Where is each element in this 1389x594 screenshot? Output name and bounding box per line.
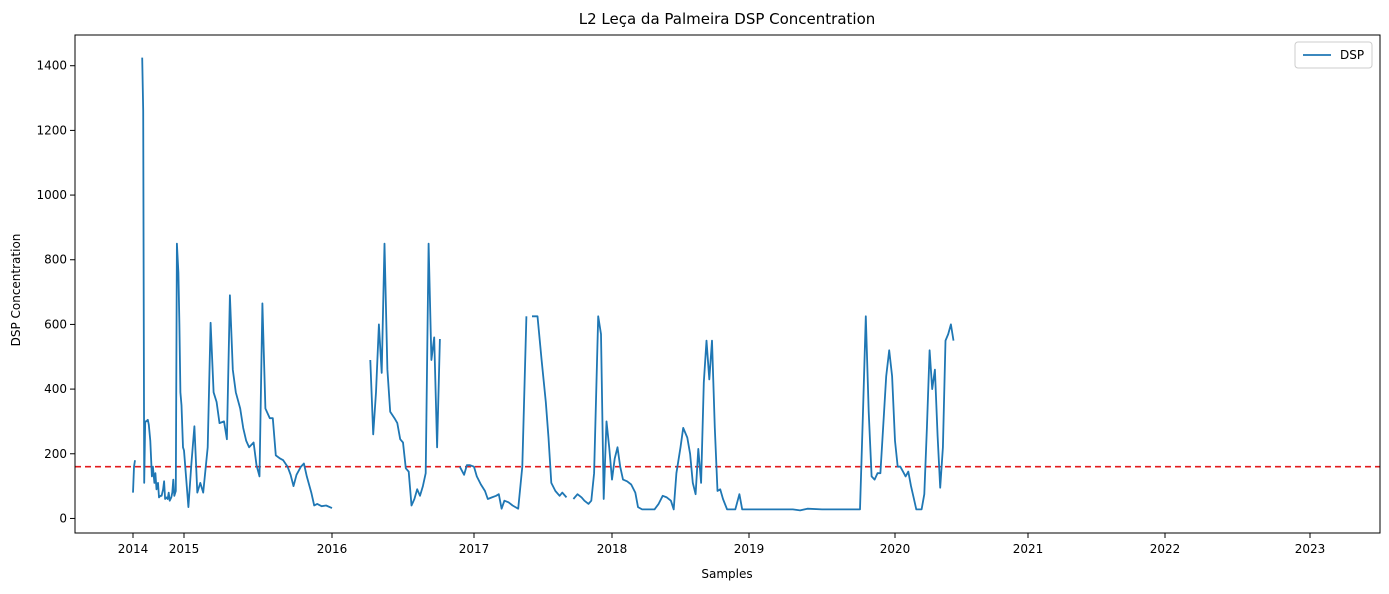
y-tick-label: 0: [59, 511, 67, 525]
y-tick-label: 1400: [36, 59, 67, 73]
series-line-dsp: [459, 316, 528, 510]
y-tick-label: 600: [44, 317, 67, 331]
x-tick-label: 2017: [459, 542, 490, 556]
x-tick-label: 2022: [1150, 542, 1181, 556]
series-line-dsp: [532, 315, 568, 498]
series-line-dsp: [572, 315, 955, 512]
y-tick-label: 1000: [36, 188, 67, 202]
series-line-dsp: [132, 460, 136, 493]
plot-area: 2014 2015 2016 2017 2018 2019 2020 2021 2022 2023…: [36, 34, 1381, 556]
y-tick-label: 1200: [36, 123, 67, 137]
series-line-dsp: [141, 57, 333, 509]
plot-frame: [74, 34, 1381, 534]
y-axis-label: DSP Concentration: [9, 234, 23, 347]
legend-box: [1294, 41, 1373, 69]
x-tick-label: 2018: [597, 542, 628, 556]
x-tick-label: 2020: [880, 542, 911, 556]
x-tick-label: 2015: [169, 542, 200, 556]
legend-label-dsp: DSP: [1340, 48, 1364, 62]
x-tick-label: 2014: [118, 542, 149, 556]
y-tick-label: 400: [44, 382, 67, 396]
y-tick-label: 800: [44, 253, 67, 267]
x-tick-label: 2016: [317, 542, 348, 556]
x-axis-label: Samples: [701, 567, 752, 581]
y-tick-label: 200: [44, 447, 67, 461]
x-tick-label: 2023: [1295, 542, 1326, 556]
chart-title: L2 Leça da Palmeira DSP Concentration: [579, 10, 876, 28]
x-tick-label: 2021: [1013, 542, 1044, 556]
x-tick-label: 2019: [734, 542, 765, 556]
series-line-dsp: [369, 242, 441, 507]
